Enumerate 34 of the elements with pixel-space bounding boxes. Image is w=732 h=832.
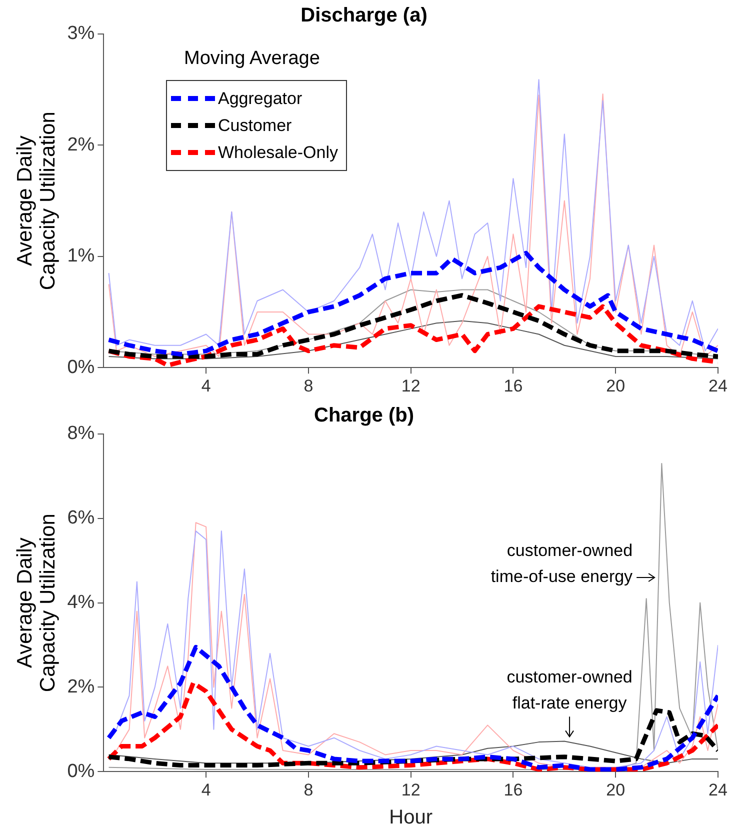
x-tick-label: 12 xyxy=(401,376,420,396)
x-tick-label: 20 xyxy=(606,780,626,800)
annotation: customer-owned flat-rate energy xyxy=(506,668,632,713)
line-series xyxy=(106,644,718,772)
y-tick-label: 0% xyxy=(67,356,95,378)
x-tick-label: 24 xyxy=(708,376,728,396)
chart-title: Discharge (a) xyxy=(300,4,428,27)
y-tick-label: 1% xyxy=(67,246,95,267)
y-tick-label: 8% xyxy=(67,423,95,444)
x-tick-label: 24 xyxy=(708,780,728,800)
y-tick-label: 0% xyxy=(67,760,95,782)
legend-title: Moving Average xyxy=(184,48,321,70)
y-axis-title: Average Daily Capacity Utilization xyxy=(13,514,60,692)
x-tick-label: 8 xyxy=(304,780,314,800)
x-tick-label: 4 xyxy=(201,780,211,800)
x-tick-label: 20 xyxy=(606,376,626,396)
legend-label: Aggregator xyxy=(218,88,302,108)
legend-label: Customer xyxy=(218,116,292,136)
y-tick-label: 4% xyxy=(67,592,95,614)
x-axis-title: Hour xyxy=(389,806,433,829)
x-tick-label: 16 xyxy=(504,780,523,800)
y-tick-label: 6% xyxy=(67,508,95,529)
y-tick-label: 2% xyxy=(67,134,95,156)
legend-label: Wholesale-Only xyxy=(218,142,338,162)
y-tick-label: 2% xyxy=(67,676,95,698)
x-tick-label: 16 xyxy=(504,376,523,396)
x-tick-label: 8 xyxy=(304,376,314,396)
chart-title: Charge (b) xyxy=(314,404,414,427)
x-tick-label: 4 xyxy=(201,376,211,396)
y-axis-title: Average Daily Capacity Utilization xyxy=(13,112,60,290)
line-series xyxy=(106,250,718,357)
annotation: customer-owned time-of-use energy xyxy=(490,541,634,586)
x-tick-label: 12 xyxy=(401,780,420,800)
y-tick-label: 3% xyxy=(67,23,95,44)
